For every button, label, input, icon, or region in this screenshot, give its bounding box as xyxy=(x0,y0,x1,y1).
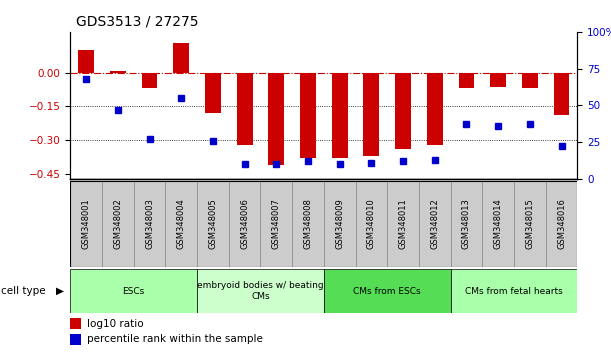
FancyBboxPatch shape xyxy=(260,181,292,267)
FancyBboxPatch shape xyxy=(70,181,102,267)
FancyBboxPatch shape xyxy=(356,181,387,267)
FancyBboxPatch shape xyxy=(324,181,356,267)
Bar xyxy=(458,73,474,88)
FancyBboxPatch shape xyxy=(229,181,260,267)
Text: GSM348015: GSM348015 xyxy=(525,199,535,249)
Text: GSM348003: GSM348003 xyxy=(145,199,154,249)
Text: CMs from ESCs: CMs from ESCs xyxy=(353,287,421,296)
Text: CMs from fetal hearts: CMs from fetal hearts xyxy=(465,287,563,296)
Bar xyxy=(395,73,411,149)
Bar xyxy=(554,73,569,115)
Bar xyxy=(300,73,316,159)
Text: GSM348005: GSM348005 xyxy=(208,199,218,249)
Bar xyxy=(522,73,538,88)
Text: GSM348012: GSM348012 xyxy=(430,199,439,249)
FancyBboxPatch shape xyxy=(324,269,451,313)
Text: GSM348010: GSM348010 xyxy=(367,199,376,249)
FancyBboxPatch shape xyxy=(451,181,482,267)
Text: GSM348013: GSM348013 xyxy=(462,199,471,249)
Text: log10 ratio: log10 ratio xyxy=(87,319,144,329)
Text: GSM348009: GSM348009 xyxy=(335,199,344,249)
Bar xyxy=(174,43,189,73)
Text: GSM348011: GSM348011 xyxy=(398,199,408,249)
Text: GDS3513 / 27275: GDS3513 / 27275 xyxy=(76,14,199,28)
Text: GSM348004: GSM348004 xyxy=(177,199,186,249)
Bar xyxy=(205,73,221,113)
Text: ESCs: ESCs xyxy=(123,287,145,296)
Text: embryoid bodies w/ beating
CMs: embryoid bodies w/ beating CMs xyxy=(197,281,324,301)
Bar xyxy=(236,73,252,145)
Bar xyxy=(70,334,81,345)
Bar xyxy=(70,318,81,329)
FancyBboxPatch shape xyxy=(197,181,229,267)
Bar xyxy=(332,73,348,159)
FancyBboxPatch shape xyxy=(451,269,577,313)
Text: GSM348007: GSM348007 xyxy=(272,199,281,249)
Text: GSM348001: GSM348001 xyxy=(82,199,90,249)
FancyBboxPatch shape xyxy=(102,181,134,267)
Bar xyxy=(364,73,379,156)
Bar xyxy=(142,73,158,88)
Text: GSM348006: GSM348006 xyxy=(240,199,249,249)
Bar xyxy=(490,73,506,87)
FancyBboxPatch shape xyxy=(514,181,546,267)
FancyBboxPatch shape xyxy=(292,181,324,267)
FancyBboxPatch shape xyxy=(166,181,197,267)
FancyBboxPatch shape xyxy=(70,269,197,313)
FancyBboxPatch shape xyxy=(387,181,419,267)
FancyBboxPatch shape xyxy=(134,181,166,267)
Bar xyxy=(268,73,284,165)
Text: GSM348014: GSM348014 xyxy=(494,199,503,249)
Bar xyxy=(110,72,126,73)
Text: GSM348002: GSM348002 xyxy=(113,199,122,249)
FancyBboxPatch shape xyxy=(482,181,514,267)
Text: percentile rank within the sample: percentile rank within the sample xyxy=(87,335,263,344)
Bar xyxy=(427,73,443,145)
FancyBboxPatch shape xyxy=(546,181,577,267)
FancyBboxPatch shape xyxy=(197,269,324,313)
Text: GSM348008: GSM348008 xyxy=(304,199,312,249)
Text: ▶: ▶ xyxy=(56,286,64,296)
Text: GSM348016: GSM348016 xyxy=(557,199,566,249)
FancyBboxPatch shape xyxy=(419,181,451,267)
Bar xyxy=(78,50,94,73)
Text: cell type: cell type xyxy=(1,286,45,296)
